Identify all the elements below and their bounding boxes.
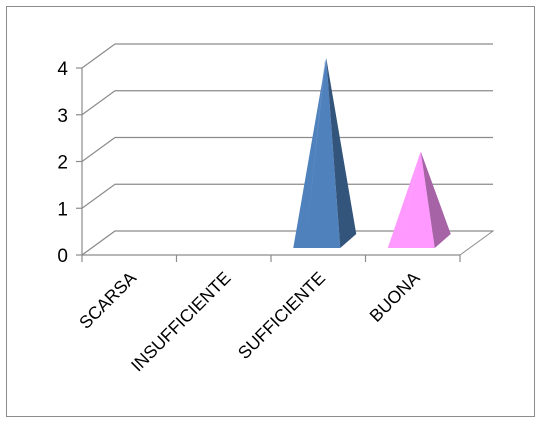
gridlines [81,43,493,256]
chart-border [6,6,535,417]
bar-sufficiente [293,58,357,248]
gridline [81,136,493,162]
y-tick-label: 0 [57,246,68,267]
bars [293,58,451,248]
y-tick-label: 4 [57,59,68,80]
y-tick-label: 3 [57,106,68,127]
y-tick-labels: 0 1 2 3 4 [57,59,82,267]
bar-side-face [420,151,451,248]
bar-side-face [326,58,357,248]
gridline [81,43,493,69]
y-tick-label: 2 [57,153,68,174]
bar-highlight [305,58,327,246]
bar-buona [387,151,451,248]
gridline [81,230,493,256]
bar-highlight [399,151,421,246]
y-tick-label: 1 [57,199,68,220]
gridline [81,90,493,116]
bar-front-face [387,151,435,248]
gridline [81,183,493,209]
bar-front-face [293,58,341,248]
